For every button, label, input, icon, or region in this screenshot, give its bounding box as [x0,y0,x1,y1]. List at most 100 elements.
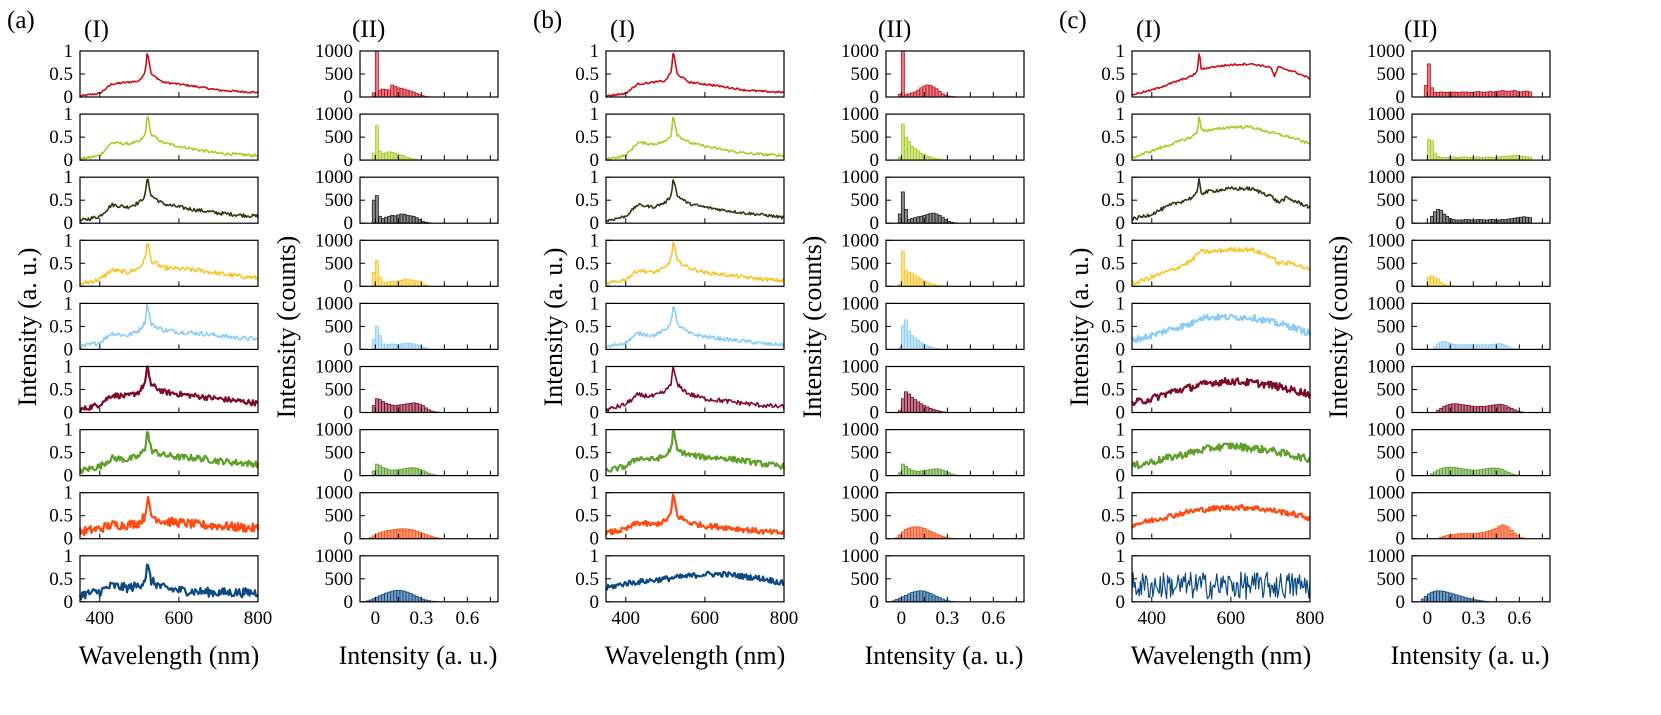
histogram-ytick-label: 500 [851,316,880,337]
histogram-bar [910,592,915,603]
histogram-ytick-label: 500 [1377,443,1406,464]
histogram-bar [411,343,416,350]
spectrum-ytick-label: 0 [64,592,74,613]
histogram-bar [1476,469,1480,476]
histogram-bar [381,218,385,224]
histogram-bar [408,529,413,540]
histogram-bar [408,467,413,476]
histogram-ytick-label: 500 [851,380,880,401]
histogram-bar [937,597,942,603]
histogram-bar [387,281,392,287]
histogram-bar [1503,525,1508,540]
spectrum-line-row-4 [79,242,259,285]
histogram-bar [931,86,936,98]
spectrum-ytick-label: 0.5 [575,443,599,464]
histogram-bar [910,273,915,287]
histogram-bar [1479,344,1483,350]
histogram-ytick-label: 500 [851,64,880,85]
histogram-ytick-label: 1000 [315,167,353,188]
histogram-ytick-label: 500 [1377,253,1406,274]
histogram-bar [925,155,930,161]
histogram-ytick-label: 500 [325,506,354,527]
spectrum-ytick-label: 0.5 [1101,64,1125,85]
histogram-bar [919,278,924,287]
histogram-panel-3: 0500100005001000050010000500100005001000… [1367,41,1551,629]
histogram-bar [390,529,395,540]
spectrum-ytick-label: 0.5 [575,127,599,148]
histogram-bar [1482,468,1487,477]
histogram-bar [411,594,416,603]
histogram-bar [928,469,933,476]
spectrum-ytick-label: 1 [590,167,600,188]
histogram-ytick-label: 1000 [1367,104,1405,125]
histogram-bar [1525,90,1529,98]
histogram-bar [913,470,918,476]
histogram-y-axis-title: Intensity (counts) [1324,236,1353,419]
histogram-ytick-label: 1000 [315,41,353,62]
histogram-bar [904,391,908,413]
spectrum-y-axis-title: Intensity (a. u.) [1065,248,1094,407]
spectrum-ytick-label: 0.5 [1101,127,1125,148]
histogram-bar [384,530,388,540]
histogram-bar [1430,140,1434,161]
histogram-bar [1433,152,1437,161]
spectrum-ytick-label: 0.5 [1101,506,1125,527]
histogram-bar [919,527,924,540]
histogram-bar [381,281,385,287]
histogram-bar [399,468,404,477]
histogram-bar [1485,468,1490,477]
histogram-bar [411,91,416,98]
spectrum-ytick-label: 1 [590,420,600,441]
histogram-bar [1442,341,1447,350]
histogram-bar [1491,529,1496,540]
spectrum-ytick-label: 0 [1116,339,1126,360]
histogram-ytick-label: 1000 [1367,230,1405,251]
histogram-bar [1442,92,1447,98]
histogram-bar [1482,344,1487,350]
histogram-bar [414,402,419,413]
histogram-bar [1430,215,1434,224]
histogram-bar [1491,343,1496,350]
histogram-bar [377,595,382,603]
histogram-bar [904,136,908,161]
histogram-bar [1500,343,1505,350]
spectrum-ytick-label: 0.5 [1101,190,1125,211]
histogram-bar [414,280,419,287]
histogram-ytick-label: 500 [1377,380,1406,401]
spectrum-ytick-label: 0.5 [49,443,73,464]
histogram-bar [1528,91,1533,98]
spectrum-line-row-3 [79,178,259,222]
histogram-bar [934,88,939,98]
histogram-bar [1522,91,1526,98]
histogram-bar [411,529,416,540]
spectrum-frame-row-1 [79,50,259,98]
histogram-frame-row-5 [1411,302,1551,350]
spectrum-x-axis-title: Wavelength (nm) [1131,641,1312,670]
histogram-ytick-label: 1000 [1367,483,1405,504]
histogram-bar [1528,217,1533,224]
spectrum-ytick-label: 0.5 [575,64,599,85]
histogram-bar [1488,91,1493,98]
histogram-bar [1445,591,1450,603]
histogram-bar [1436,469,1441,476]
histogram-xtick-label: 0 [897,608,907,629]
histogram-bar [405,403,410,413]
histogram-ytick-label: 1000 [315,546,353,567]
spectrum-ytick-label: 0 [1116,87,1126,108]
histogram-bar [1512,154,1517,161]
histogram-bar [1442,591,1447,603]
histogram-ytick-label: 1000 [1367,167,1405,188]
spectrum-ytick-label: 1 [64,483,74,504]
histogram-bar [377,89,382,98]
histogram-bar [919,152,924,161]
histogram-bar [937,468,942,477]
histogram-ytick-label: 500 [1377,569,1406,590]
histogram-bar [377,276,382,287]
spectrum-line-row-9 [605,570,785,591]
histogram-bar [374,125,379,161]
spectrum-ytick-label: 1 [1116,41,1126,62]
histogram-xtick-label: 0 [1423,608,1433,629]
spectrum-ytick-label: 0 [590,87,600,108]
spectrum-ytick-label: 1 [590,230,600,251]
histogram-bar [405,591,410,603]
